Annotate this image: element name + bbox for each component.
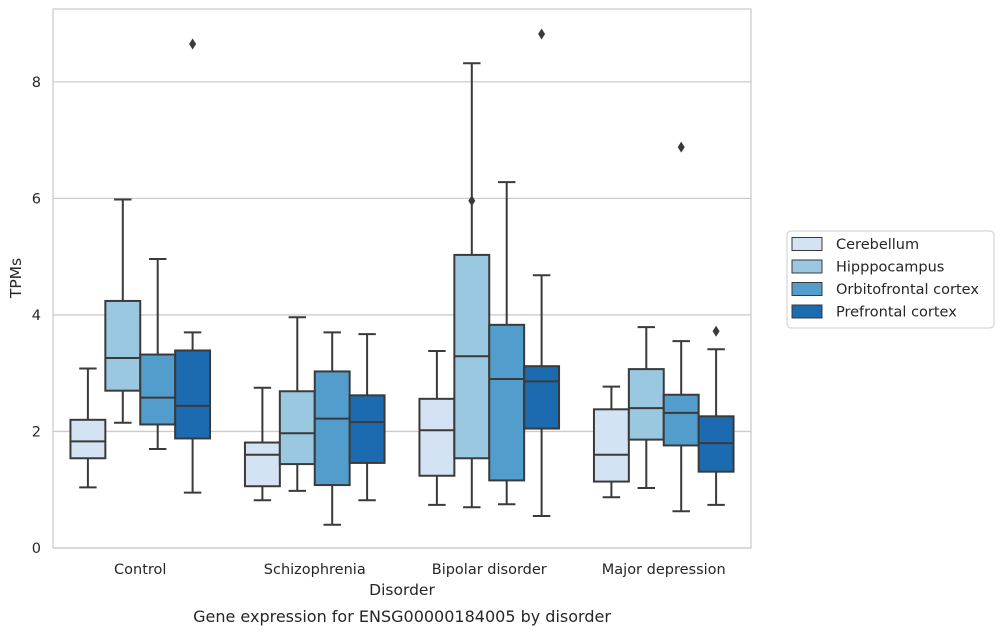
legend-label: Hipppocampus bbox=[836, 260, 944, 276]
box-group bbox=[488, 181, 526, 506]
box bbox=[104, 299, 142, 392]
x-axis-ticks: Control Schizophrenia Bipolar disorder Majo… bbox=[114, 562, 726, 578]
box-group bbox=[174, 38, 212, 494]
box bbox=[627, 368, 665, 441]
legend-swatch bbox=[791, 259, 823, 274]
outlier-point bbox=[189, 38, 197, 50]
box bbox=[488, 323, 526, 482]
x-tick-label: Schizophrenia bbox=[264, 562, 366, 578]
box-group bbox=[104, 198, 142, 424]
box bbox=[174, 349, 212, 440]
box-group bbox=[139, 257, 177, 450]
series-prefrontal-cortex bbox=[174, 28, 735, 517]
legend-swatch bbox=[791, 304, 823, 319]
x-tick-label: Control bbox=[114, 562, 166, 578]
box-group bbox=[418, 350, 456, 506]
y-tick-label: 8 bbox=[32, 75, 41, 91]
legend-label: Cerebellum bbox=[836, 237, 919, 253]
plot-area-frame bbox=[52, 8, 752, 549]
legend-label: Orbitofrontal cortex bbox=[836, 282, 979, 298]
legend-label: Prefrontal cortex bbox=[836, 305, 957, 321]
outlier-point bbox=[468, 195, 476, 207]
box bbox=[523, 365, 561, 430]
legend: Cerebellum Hipppocampus Orbitofrontal cort… bbox=[786, 230, 995, 329]
box-group bbox=[348, 333, 386, 502]
box bbox=[348, 394, 386, 464]
series-hipppocampus bbox=[104, 62, 665, 509]
y-axis-label: TPMs bbox=[7, 258, 25, 299]
y-tick-label: 6 bbox=[32, 191, 41, 207]
box-group bbox=[523, 28, 561, 517]
outlier-point bbox=[712, 325, 720, 337]
legend-items: Cerebellum Hipppocampus Orbitofrontal cort… bbox=[791, 237, 979, 321]
box-group bbox=[278, 316, 316, 492]
series-cerebellum bbox=[69, 350, 630, 506]
x-tick-label: Major depression bbox=[602, 562, 726, 578]
box-group bbox=[592, 385, 630, 499]
outlier-point bbox=[677, 141, 685, 153]
box-group bbox=[453, 62, 491, 509]
x-axis-label: Disorder bbox=[369, 581, 435, 599]
legend-swatch bbox=[791, 282, 823, 296]
y-tick-label: 2 bbox=[32, 424, 41, 440]
box bbox=[662, 393, 700, 447]
box bbox=[243, 441, 281, 488]
legend-swatch bbox=[791, 237, 823, 251]
box-group bbox=[662, 141, 700, 513]
box bbox=[278, 390, 316, 466]
x-tick-label: Bipolar disorder bbox=[432, 562, 547, 578]
series-orbitofrontal-cortex bbox=[139, 141, 700, 526]
outlier-point bbox=[538, 28, 546, 40]
box-group bbox=[697, 325, 735, 506]
y-tick-label: 4 bbox=[32, 308, 41, 324]
legend-frame bbox=[786, 230, 995, 329]
y-tick-label: 0 bbox=[32, 541, 41, 557]
chart-caption: Gene expression for ENSG00000184005 by d… bbox=[193, 607, 611, 626]
y-axis-ticks: 0 2 4 6 8 bbox=[32, 75, 41, 557]
box bbox=[313, 370, 351, 487]
box-group bbox=[313, 331, 351, 526]
box bbox=[418, 397, 456, 477]
box bbox=[69, 418, 107, 460]
box-group bbox=[627, 326, 665, 489]
box bbox=[139, 353, 177, 426]
box-series bbox=[69, 28, 735, 526]
box bbox=[592, 408, 630, 483]
box-group bbox=[69, 367, 107, 489]
box-group bbox=[243, 386, 281, 502]
